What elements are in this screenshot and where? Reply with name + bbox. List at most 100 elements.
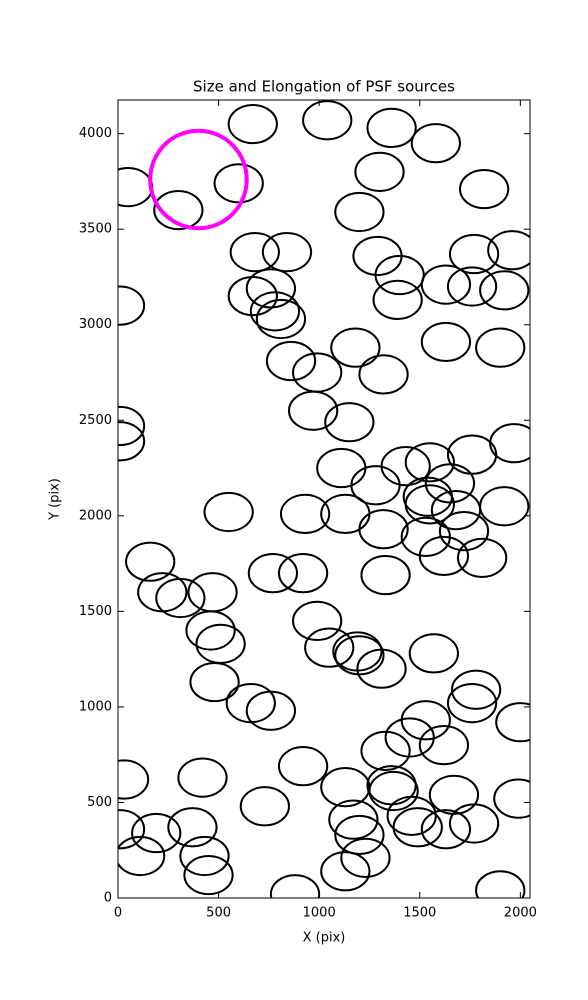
psf-ellipse bbox=[213, 163, 264, 204]
y-axis-label: Y (pix) bbox=[48, 478, 63, 521]
psf-ellipse bbox=[493, 778, 530, 819]
psf-ellipse bbox=[328, 799, 379, 840]
psf-ellipse bbox=[356, 648, 407, 689]
psf-ellipse bbox=[404, 484, 455, 525]
psf-ellipse bbox=[320, 851, 371, 892]
psf-ellipse bbox=[350, 465, 401, 506]
psf-ellipse bbox=[287, 390, 339, 431]
psf-ellipse bbox=[404, 442, 455, 483]
psf-ellipse bbox=[475, 870, 526, 898]
psf-ellipse bbox=[118, 759, 150, 800]
psf-ellipse bbox=[334, 635, 385, 676]
psf-ellipse bbox=[229, 232, 280, 273]
psf-ellipse bbox=[189, 661, 240, 703]
psf-ellipse bbox=[185, 610, 236, 651]
psf-ellipse bbox=[255, 298, 307, 340]
y-tick-label: 2500 bbox=[79, 413, 112, 428]
psf-ellipse bbox=[247, 553, 299, 594]
psf-ellipse bbox=[153, 189, 204, 231]
psf-ellipse bbox=[330, 327, 381, 368]
psf-ellipse bbox=[402, 476, 453, 517]
psf-ellipse bbox=[446, 266, 498, 307]
psf-ellipse bbox=[430, 489, 482, 531]
psf-ellipse bbox=[408, 633, 459, 674]
y-tick-label: 0 bbox=[104, 891, 112, 906]
psf-ellipse bbox=[249, 291, 301, 332]
psf-ellipse bbox=[277, 746, 329, 787]
psf-ellipse bbox=[392, 807, 443, 848]
y-tick-label: 1500 bbox=[79, 604, 112, 619]
psf-ellipse bbox=[179, 835, 230, 877]
psf-ellipse bbox=[292, 600, 343, 642]
psf-ellipse bbox=[446, 434, 498, 475]
psf-ellipse bbox=[245, 690, 297, 731]
psf-ellipse bbox=[155, 577, 206, 619]
psf-ellipse bbox=[118, 421, 146, 462]
x-tick-label: 2000 bbox=[504, 906, 537, 921]
psf-ellipse bbox=[372, 279, 423, 320]
psf-ellipse bbox=[428, 774, 480, 815]
psf-ellipse bbox=[420, 809, 472, 850]
psf-ellipse bbox=[118, 809, 146, 850]
psf-ellipse bbox=[324, 402, 375, 443]
psf-ellipse bbox=[187, 572, 238, 613]
psf-ellipse bbox=[487, 230, 530, 271]
psf-ellipse bbox=[438, 510, 490, 552]
psf-ellipse bbox=[458, 168, 510, 210]
psf-ellipse bbox=[479, 270, 530, 311]
psf-ellipse bbox=[489, 423, 530, 464]
psf-ellipse bbox=[448, 803, 500, 844]
psf-ellipse bbox=[177, 757, 228, 798]
psf-ellipse bbox=[277, 553, 329, 594]
psf-ellipse bbox=[479, 486, 530, 527]
psf-ellipse bbox=[456, 537, 508, 578]
psf-ellipse bbox=[340, 837, 391, 878]
psf-ellipse bbox=[316, 447, 367, 489]
psf-ellipse bbox=[358, 354, 409, 395]
psf-ellipse bbox=[358, 509, 409, 550]
psf-ellipse bbox=[167, 807, 218, 848]
psf-ellipse bbox=[354, 151, 405, 192]
psf-ellipse bbox=[418, 725, 470, 766]
psf-ellipse bbox=[265, 340, 317, 382]
psf-ellipse bbox=[446, 682, 498, 724]
psf-ellipse bbox=[360, 730, 411, 771]
y-tick-label: 2000 bbox=[79, 508, 112, 523]
psf-ellipse bbox=[227, 103, 278, 145]
y-tick-label: 500 bbox=[87, 795, 112, 810]
y-tick-label: 1000 bbox=[79, 699, 112, 714]
psf-ellipse bbox=[227, 275, 278, 317]
psf-ellipse bbox=[304, 627, 355, 668]
psf-ellipse bbox=[410, 123, 461, 164]
psf-ellipse bbox=[118, 167, 154, 208]
psf-ellipse bbox=[239, 786, 290, 827]
psf-ellipse bbox=[279, 493, 331, 535]
highlight-circle bbox=[148, 128, 249, 231]
psf-ellipse bbox=[195, 623, 246, 664]
psf-ellipse bbox=[450, 669, 502, 710]
y-tick-label: 4000 bbox=[79, 126, 112, 141]
x-axis-label: X (pix) bbox=[303, 931, 346, 946]
psf-ellipse bbox=[368, 770, 419, 812]
x-tick-label: 1500 bbox=[403, 906, 436, 921]
psf-ellipse bbox=[225, 682, 276, 724]
x-tick-label: 500 bbox=[206, 906, 231, 921]
y-tick-label: 3000 bbox=[79, 317, 112, 332]
psf-ellipse bbox=[420, 321, 472, 363]
psf-ellipse bbox=[495, 702, 530, 743]
psf-ellipse bbox=[118, 835, 166, 877]
psf-ellipse bbox=[360, 554, 411, 596]
x-tick-label: 0 bbox=[114, 906, 122, 921]
psf-ellipse bbox=[424, 463, 476, 504]
psf-ellipse bbox=[183, 854, 234, 896]
psf-ellipse bbox=[131, 812, 182, 854]
psf-ellipse bbox=[366, 107, 417, 149]
psf-ellipse bbox=[118, 405, 146, 447]
psf-ellipse bbox=[292, 352, 343, 393]
psf-ellipse bbox=[302, 100, 353, 141]
psf-ellipse bbox=[261, 232, 313, 273]
psf-ellipse bbox=[420, 264, 472, 305]
y-tick-label: 3500 bbox=[79, 222, 112, 237]
psf-ellipse bbox=[125, 541, 176, 582]
